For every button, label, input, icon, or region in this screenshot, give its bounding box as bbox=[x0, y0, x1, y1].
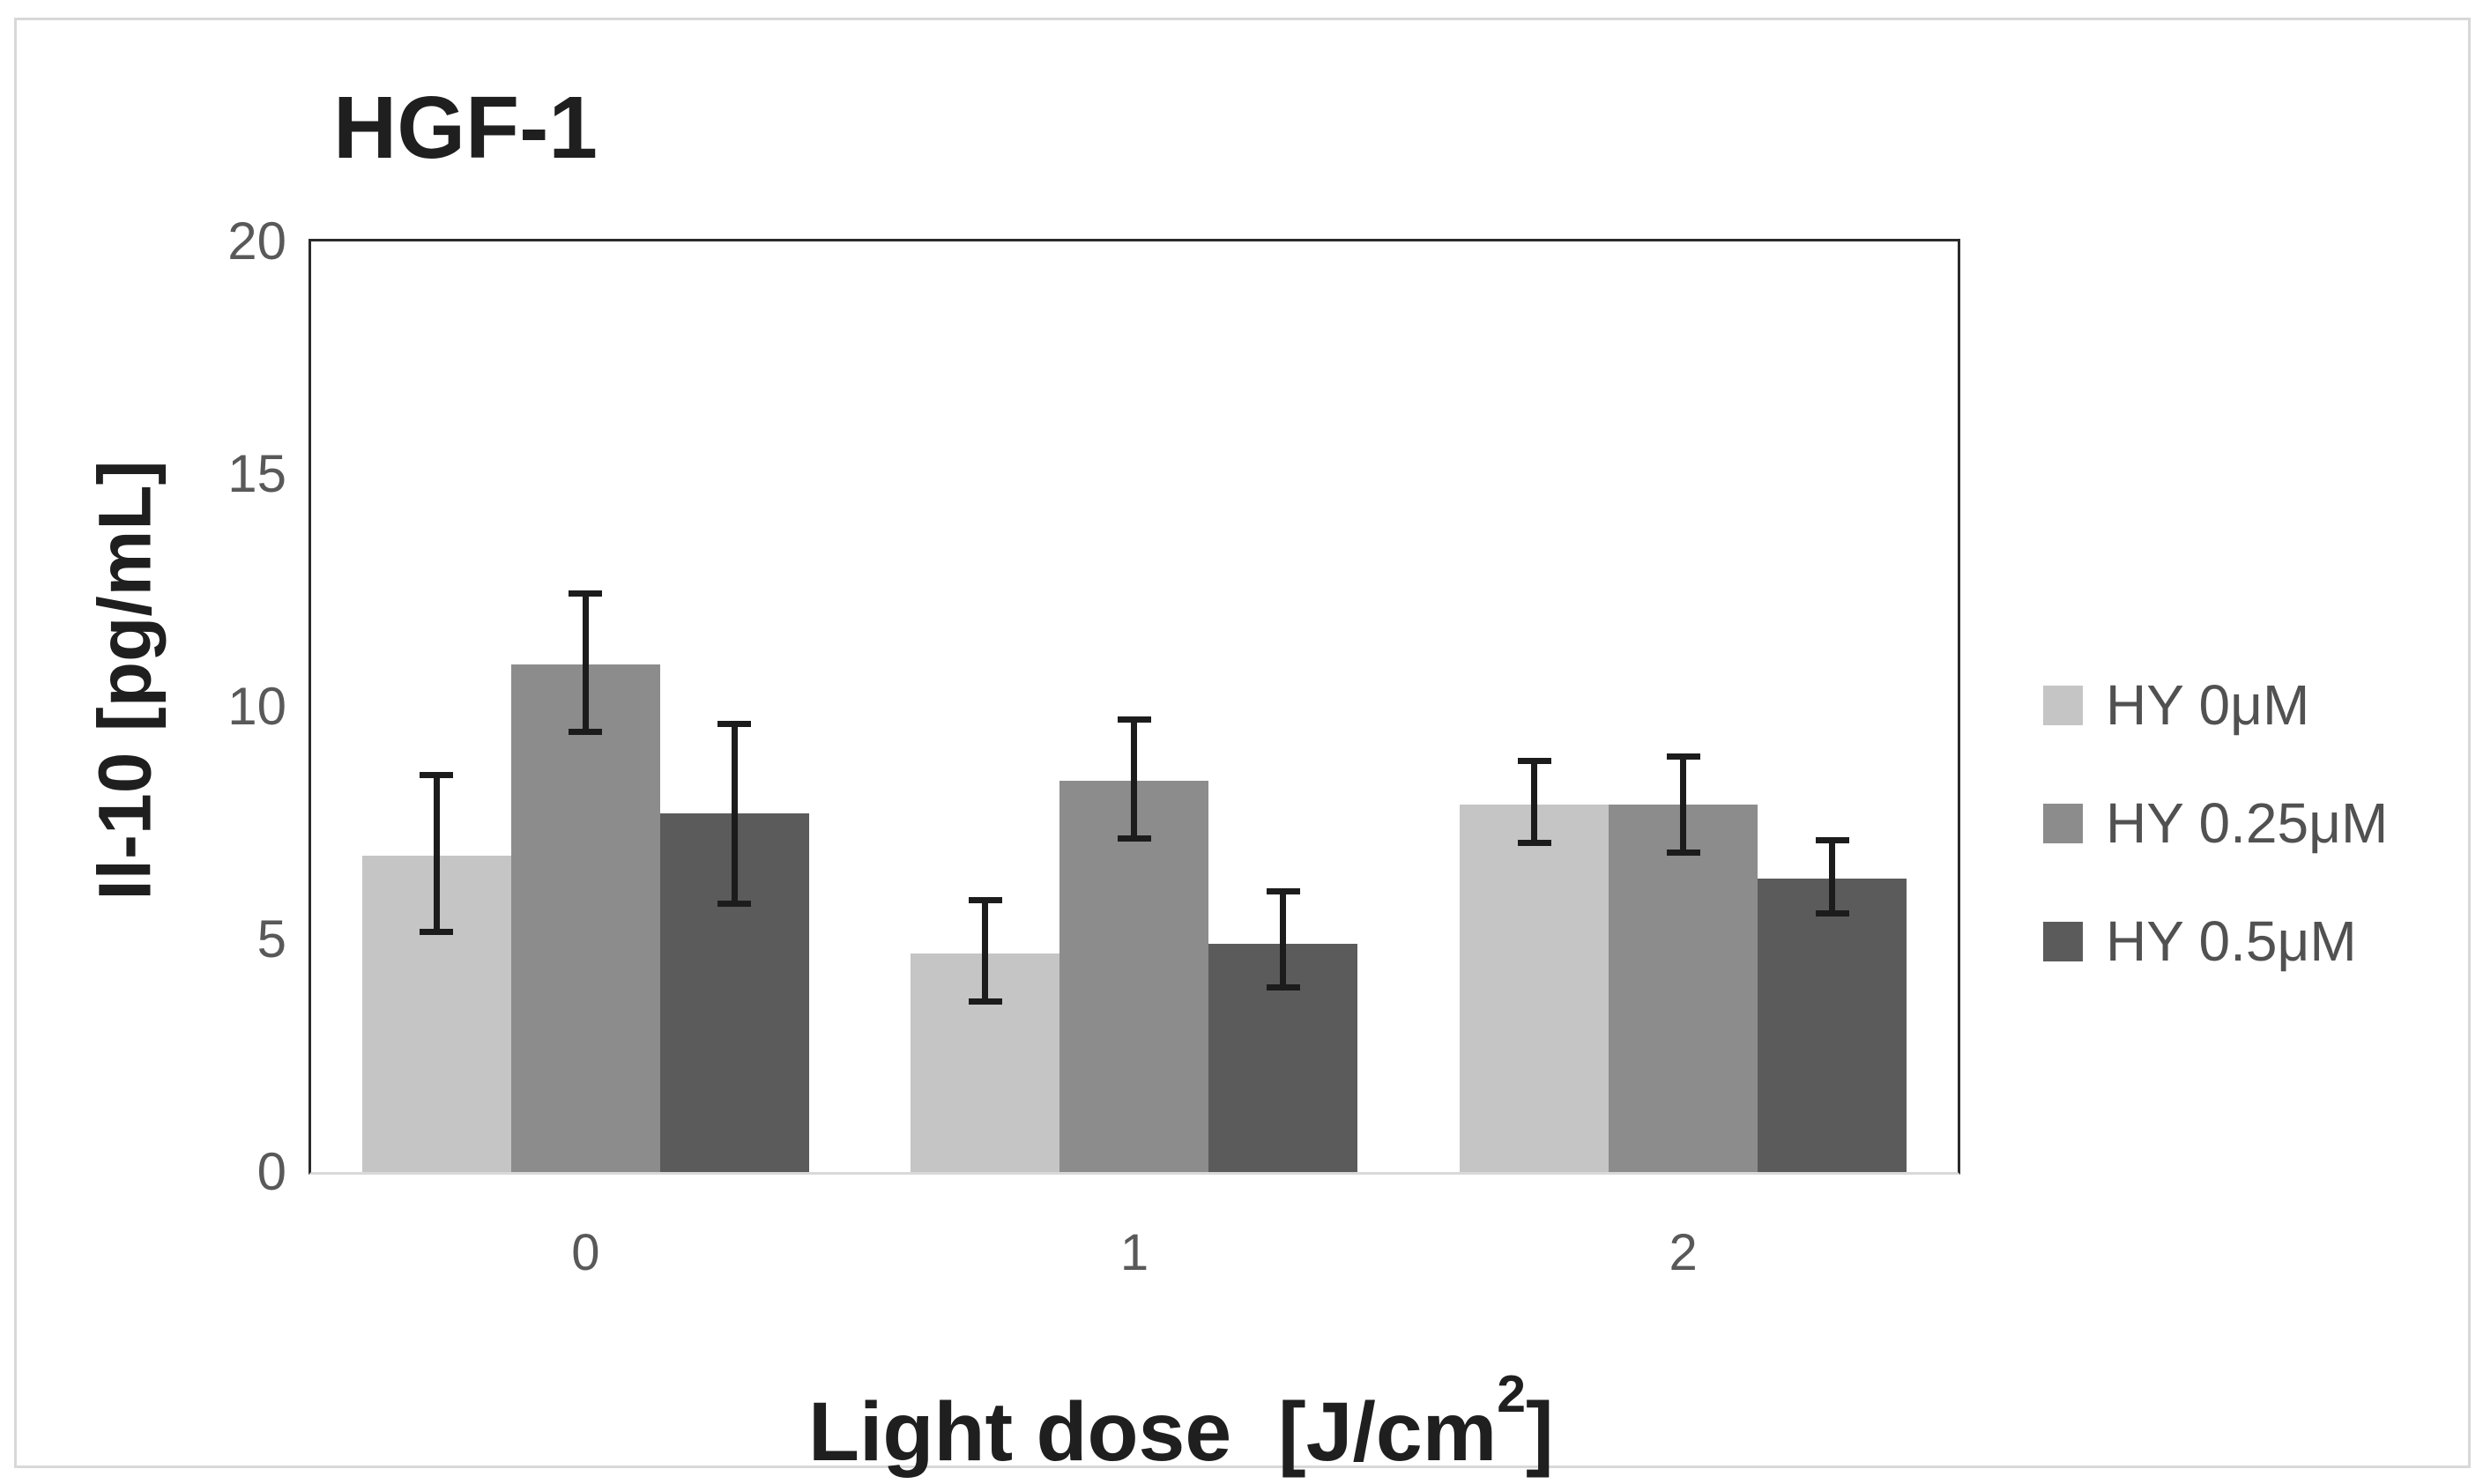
legend-swatch-icon bbox=[2043, 685, 2083, 725]
y-tick-label-20: 20 bbox=[227, 211, 286, 271]
bar-group-1 bbox=[860, 241, 1409, 1172]
bar-series1-cat1 bbox=[1059, 716, 1209, 1172]
error-bar-series1-cat1 bbox=[1131, 716, 1138, 842]
x-tick-label-1: 1 bbox=[1119, 1224, 1149, 1281]
y-tick-label-15: 15 bbox=[227, 444, 286, 503]
bar-series2-cat2 bbox=[1758, 836, 1907, 1172]
error-bar-series1-cat2 bbox=[1680, 753, 1687, 856]
legend: HY 0μM HY 0.25μM HY 0.5μM bbox=[2043, 673, 2388, 1031]
x-tick-label-0: 0 bbox=[571, 1224, 600, 1281]
bar-group-0 bbox=[311, 241, 860, 1172]
legend-item-0: HY 0μM bbox=[2043, 673, 2388, 737]
error-bar-series2-cat0 bbox=[731, 720, 738, 908]
plot-area bbox=[309, 239, 1960, 1175]
legend-label: HY 0μM bbox=[2106, 673, 2310, 737]
x-axis-title-text: Light dose [J/cm bbox=[807, 1385, 1498, 1479]
error-bar-series2-cat1 bbox=[1280, 887, 1287, 991]
x-axis-title-superscript: 2 bbox=[1497, 1365, 1526, 1423]
canvas-border bbox=[14, 18, 2471, 1468]
error-bar-series1-cat0 bbox=[582, 590, 589, 735]
legend-swatch-icon bbox=[2043, 921, 2083, 961]
x-axis-title: Light dose [J/cm2] bbox=[311, 1288, 1958, 1484]
bar-series2-cat0 bbox=[659, 720, 809, 1172]
y-tick-label-5: 5 bbox=[256, 909, 286, 968]
error-bar-series0-cat0 bbox=[433, 771, 440, 935]
chart-title: HGF-1 bbox=[333, 78, 598, 177]
legend-swatch-icon bbox=[2043, 803, 2083, 843]
bar-group-2 bbox=[1409, 241, 1958, 1172]
legend-item-1: HY 0.25μM bbox=[2043, 791, 2388, 855]
bar-series1-cat2 bbox=[1609, 753, 1758, 1172]
error-bar-series2-cat2 bbox=[1829, 836, 1836, 916]
y-tick-label-10: 10 bbox=[227, 677, 286, 736]
bar-series0-cat1 bbox=[911, 897, 1060, 1172]
error-bar-series0-cat1 bbox=[982, 897, 989, 1005]
error-bar-series0-cat2 bbox=[1531, 758, 1538, 847]
legend-label: HY 0.25μM bbox=[2106, 791, 2389, 855]
x-tick-label-2: 2 bbox=[1669, 1224, 1698, 1281]
legend-item-2: HY 0.5μM bbox=[2043, 909, 2388, 973]
bar-series1-cat0 bbox=[510, 590, 660, 1172]
x-axis-tick-labels: 0 1 2 bbox=[311, 1223, 1958, 1282]
x-axis-title-suffix: ] bbox=[1525, 1385, 1554, 1479]
bar-series0-cat0 bbox=[361, 771, 511, 1172]
legend-label: HY 0.5μM bbox=[2106, 909, 2357, 973]
y-tick-label-0: 0 bbox=[256, 1142, 286, 1201]
bar-series2-cat1 bbox=[1208, 887, 1358, 1172]
bar-series0-cat2 bbox=[1460, 758, 1609, 1172]
